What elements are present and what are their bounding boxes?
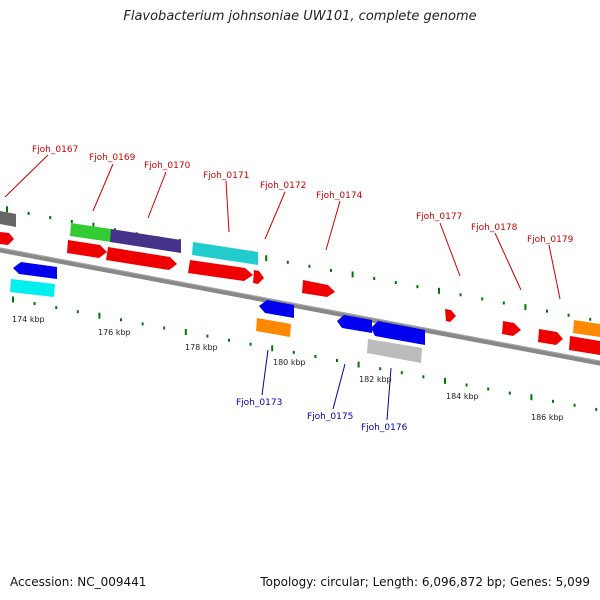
ruler-label-182: 182 kbp bbox=[359, 375, 392, 384]
gene-label[interactable]: Fjoh_0174 bbox=[316, 191, 363, 201]
leader-line bbox=[494, 232, 522, 291]
gene-label[interactable]: Fjoh_0172 bbox=[260, 181, 306, 191]
leader-line bbox=[261, 349, 269, 396]
leader-line bbox=[332, 363, 346, 410]
gene-label[interactable]: Fjoh_0170 bbox=[144, 161, 191, 171]
feature-box-gray[interactable] bbox=[367, 339, 422, 363]
feature-box-gray[interactable] bbox=[0, 211, 16, 227]
leader-line bbox=[147, 171, 167, 219]
gene-arrow[interactable] bbox=[302, 280, 335, 297]
leader-line bbox=[264, 191, 286, 240]
gene-arrow[interactable] bbox=[67, 240, 107, 258]
gene-arrow[interactable] bbox=[253, 270, 264, 284]
accession-text: Accession: NC_009441 bbox=[10, 575, 147, 589]
backbone-line bbox=[0, 247, 600, 366]
ruler-label-174: 174 kbp bbox=[12, 315, 45, 324]
gene-label[interactable]: Fjoh_0178 bbox=[471, 223, 518, 233]
leader-line bbox=[325, 200, 341, 251]
topology-text: Topology: circular; Length: 6,096,872 bp… bbox=[260, 575, 590, 589]
forward-gene-labels: Fjoh_0167 Fjoh_0169 Fjoh_0170 Fjoh_0171 … bbox=[32, 145, 574, 245]
feature-box-orange[interactable] bbox=[573, 320, 600, 337]
gene-arrow[interactable] bbox=[106, 247, 177, 270]
gene-label[interactable]: Fjoh_0179 bbox=[527, 235, 574, 245]
lower-tick-row bbox=[12, 296, 598, 411]
feature-box-cyan[interactable] bbox=[192, 242, 258, 265]
ruler-labels: 174 kbp 176 kbp 178 kbp 180 kbp 182 kbp … bbox=[12, 315, 564, 422]
gene-label[interactable]: Fjoh_0177 bbox=[416, 212, 462, 222]
ruler-label-180: 180 kbp bbox=[273, 358, 306, 367]
gene-label[interactable]: Fjoh_0173 bbox=[236, 398, 282, 408]
gene-label[interactable]: Fjoh_0167 bbox=[32, 145, 78, 155]
leader-line bbox=[548, 244, 561, 300]
feature-box-orange[interactable] bbox=[256, 318, 291, 337]
ruler-label-186: 186 kbp bbox=[531, 413, 564, 422]
gene-arrow[interactable] bbox=[569, 336, 600, 355]
leader-line bbox=[92, 163, 114, 212]
forward-leader-lines bbox=[4, 154, 561, 300]
leader-line bbox=[439, 222, 461, 277]
ruler-label-176: 176 kbp bbox=[98, 328, 131, 337]
leader-line bbox=[386, 367, 392, 421]
gene-label[interactable]: Fjoh_0171 bbox=[203, 171, 249, 181]
reverse-leader-lines bbox=[261, 349, 392, 421]
gene-arrow[interactable] bbox=[445, 309, 456, 322]
leader-line bbox=[4, 154, 49, 198]
gene-label[interactable]: Fjoh_0175 bbox=[307, 412, 353, 422]
gene-arrow[interactable] bbox=[0, 232, 14, 245]
genome-backbone bbox=[0, 247, 600, 366]
feature-box-purple[interactable] bbox=[110, 229, 181, 253]
gene-arrow[interactable] bbox=[188, 260, 253, 281]
gene-arrow-reverse[interactable] bbox=[337, 315, 372, 333]
ruler-label-178: 178 kbp bbox=[185, 343, 218, 352]
gene-arrow[interactable] bbox=[502, 321, 521, 336]
feature-box-green[interactable] bbox=[70, 223, 111, 242]
figure-title: Flavobacterium johnsoniae UW101, complet… bbox=[123, 9, 477, 24]
leader-line bbox=[225, 180, 230, 233]
gene-arrow-reverse[interactable] bbox=[259, 300, 294, 318]
backbone-highlight bbox=[0, 247, 600, 362]
gene-label[interactable]: Fjoh_0169 bbox=[89, 153, 136, 163]
gene-arrow-reverse[interactable] bbox=[371, 321, 425, 345]
feature-track bbox=[0, 211, 600, 363]
feature-box-bright-cyan[interactable] bbox=[10, 279, 55, 297]
reverse-gene-labels: Fjoh_0173 Fjoh_0175 Fjoh_0176 bbox=[236, 398, 408, 433]
gene-arrow[interactable] bbox=[538, 329, 563, 345]
gene-label[interactable]: Fjoh_0176 bbox=[361, 423, 408, 433]
gene-arrow-reverse[interactable] bbox=[13, 262, 57, 279]
ruler-label-184: 184 kbp bbox=[446, 392, 479, 401]
